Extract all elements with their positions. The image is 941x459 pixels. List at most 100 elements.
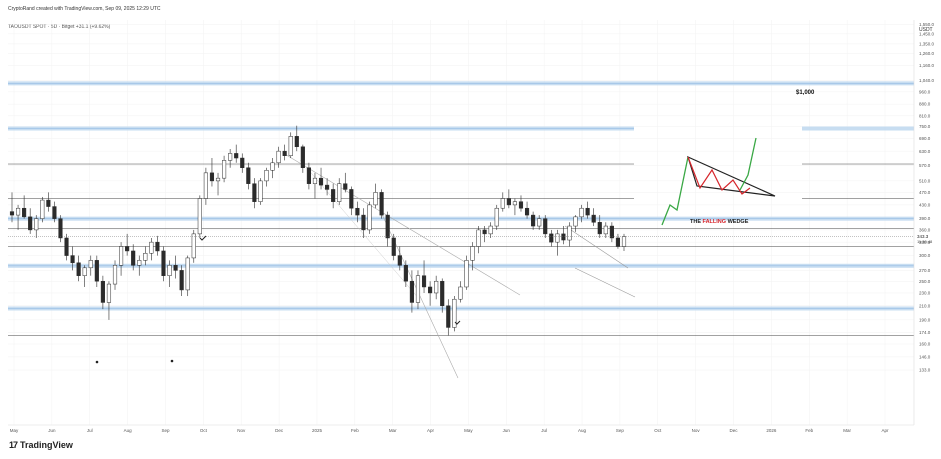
candle-body	[373, 192, 378, 206]
candle-body	[567, 225, 572, 241]
trendline-upper	[282, 152, 521, 296]
candle-body	[70, 255, 75, 264]
wedge-green-out	[739, 137, 757, 191]
candle-body	[531, 214, 536, 227]
candle-body	[349, 189, 354, 209]
last-price-countdown: 11:30:48	[917, 239, 933, 244]
y-tick-label: 570.0	[919, 163, 931, 168]
candle-body	[185, 257, 190, 291]
candle-body	[397, 255, 402, 266]
attribution-text: CryptoRand created with TradingView.com,…	[8, 6, 161, 12]
x-tick-label: Oct	[200, 428, 208, 433]
wedge-lower-line	[574, 267, 636, 298]
x-tick-label: May	[464, 428, 473, 433]
candle-body	[125, 246, 130, 252]
candle-body	[312, 177, 318, 184]
y-tick-label: 174.0	[919, 330, 931, 335]
x-tick-label: Sep	[161, 428, 170, 433]
candle-body	[88, 260, 93, 269]
candle-body	[609, 225, 614, 239]
candle-body	[258, 180, 263, 202]
y-tick-label: 210.0	[919, 303, 931, 308]
candle-body	[518, 201, 524, 209]
y-tick-label: 270.0	[919, 268, 931, 273]
candle-body	[203, 172, 208, 199]
dot-marker-1	[95, 360, 99, 364]
candle-body	[482, 229, 487, 235]
y-tick-label: 630.0	[919, 149, 931, 154]
candle-body	[22, 207, 27, 218]
candle-body	[161, 250, 166, 276]
y-tick-label: 880.0	[919, 102, 931, 107]
candle-body	[119, 246, 124, 266]
candle-body	[246, 167, 251, 184]
candle-body	[591, 214, 596, 223]
price-axis: 1,550.0 1,450.0 1,350.0 1,260.0 1,160.0 1,040…	[919, 22, 935, 373]
y-tick-label: 390.0	[919, 216, 931, 221]
tv-logo-icon: 17	[9, 440, 18, 450]
symbol-info: TAOUSDT SPOT · 5D · Bitget +31.1 (+9.62%…	[8, 24, 111, 30]
candle-body	[234, 153, 239, 159]
y-tick-label: 960.0	[919, 89, 931, 94]
sr-zone	[802, 126, 914, 131]
x-tick-label: Mar	[389, 428, 397, 433]
y-tick-label: 470.0	[919, 190, 931, 195]
candle-body	[434, 280, 439, 294]
candle-body	[391, 237, 396, 256]
x-tick-label: Apr	[427, 428, 435, 433]
candle-body	[452, 298, 457, 328]
y-tick-label: 160.0	[919, 342, 931, 347]
y-tick-label: 230.0	[919, 291, 931, 296]
candle-body	[409, 280, 414, 303]
candle-body	[343, 183, 348, 190]
candle-body	[603, 225, 608, 235]
candle-body	[100, 280, 105, 303]
y-tick-label: 690.0	[919, 136, 931, 141]
target-label: $1,000	[796, 90, 815, 96]
candle-body	[361, 214, 366, 231]
candle-body	[506, 198, 511, 206]
x-tick-label: Nov	[692, 428, 701, 433]
candle-body	[282, 150, 287, 156]
y-tick-label: 810.0	[919, 113, 931, 118]
x-tick-label: Dec	[275, 428, 284, 433]
candle-body	[137, 260, 142, 266]
y-tick-label: 190.0	[919, 317, 931, 322]
candle-body	[209, 172, 215, 182]
candle-body	[476, 229, 481, 247]
candle-body	[197, 198, 202, 235]
x-tick-label: Aug	[124, 428, 133, 433]
candle-body	[561, 233, 566, 241]
candle-body	[9, 211, 15, 216]
candle-body	[34, 218, 39, 231]
candle-body	[403, 265, 408, 282]
candle-body	[64, 237, 69, 256]
x-tick-label: Jun	[48, 428, 56, 433]
chart-grid	[8, 20, 914, 425]
y-tick-label: 250.0	[919, 279, 931, 284]
candlesticks	[9, 125, 627, 336]
x-tick-label: 2026	[766, 428, 777, 433]
candle-body	[131, 250, 136, 266]
x-tick-label: Feb	[351, 428, 359, 433]
candle-body	[446, 305, 451, 328]
candle-body	[555, 233, 560, 243]
checkmark-2	[454, 320, 461, 325]
y-tick-label: 510.0	[919, 178, 931, 183]
candle-body	[179, 270, 184, 291]
candle-body	[222, 160, 227, 179]
chart-marks	[95, 235, 461, 364]
candle-body	[464, 260, 469, 288]
candle-body	[524, 207, 530, 216]
x-tick-label: Sep	[616, 428, 625, 433]
candle-body	[549, 233, 554, 243]
tradingview-logo[interactable]: 17 TradingView	[9, 440, 73, 450]
x-tick-label: Dec	[730, 428, 739, 433]
candle-body	[300, 146, 305, 168]
candle-body	[155, 241, 160, 252]
candle-body	[40, 199, 45, 219]
y-tick-label: 300.0	[919, 253, 931, 258]
wedge-title: THE FALLING WEDGE	[690, 219, 749, 225]
candle-body	[270, 162, 275, 171]
